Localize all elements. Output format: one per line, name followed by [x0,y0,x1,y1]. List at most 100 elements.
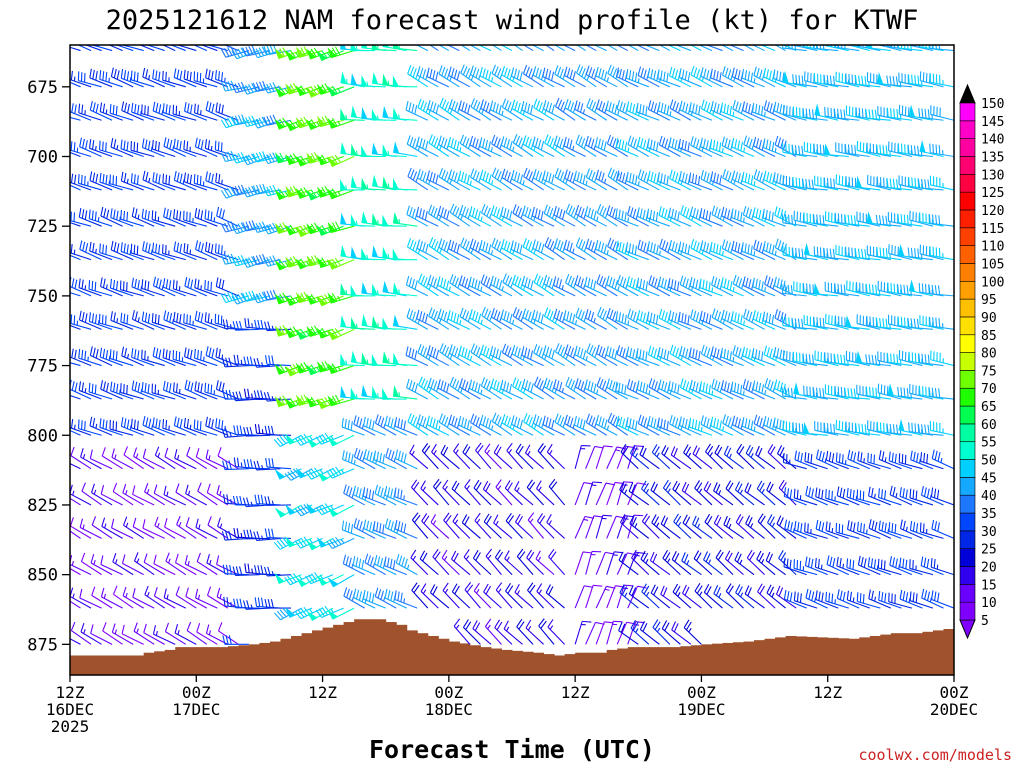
wind-barb [194,137,218,158]
barb-pennant [327,156,338,167]
barb-feather [906,214,909,225]
barb-feather [406,205,410,215]
barb-feather [300,117,306,127]
barb-feather [165,279,169,289]
barb-feather [549,207,554,218]
barb-staff [479,75,502,88]
barb-feather [925,45,927,48]
terrain-column [869,635,881,675]
barb-staff [449,107,471,121]
wind-barb [109,174,134,191]
barb-feather [137,280,140,290]
barb-feather [805,108,808,118]
barb-feather [724,137,728,148]
wind-barb [70,328,71,330]
barb-feather [614,350,618,360]
barb-feather [208,36,209,45]
wind-barb [844,143,870,158]
barb-feather [534,208,538,218]
barb-half-feather [159,39,160,44]
barb-staff [406,143,429,157]
barb-feather [681,139,684,150]
barb-feather [480,344,484,354]
terrain-column [248,644,260,675]
wind-barb [141,349,165,367]
wind-barb [99,347,123,367]
barb-feather [695,279,699,289]
barb-feather [81,312,85,322]
barb-staff [909,153,934,158]
barb-feather [218,173,221,184]
barb-staff [783,113,807,121]
barb-feather [546,309,551,319]
barb-feather [816,45,819,49]
barb-feather [210,281,213,292]
barb-feather [751,102,755,113]
barb-feather [494,66,499,76]
barb-feather [658,309,663,319]
barb-feather [250,153,257,162]
barb-feather [639,349,642,359]
barb-pennant [327,47,338,59]
wind-barb [162,278,186,297]
barb-staff [215,181,239,191]
barb-staff [732,108,755,121]
barb-feather [204,241,208,252]
barb-feather [147,45,149,46]
barb-pennant [392,352,400,365]
barb-staff [173,76,197,88]
barb-feather [178,45,181,46]
barb-staff [427,178,450,191]
barb-feather [565,203,571,213]
terrain-column [817,637,829,675]
barb-feather [621,313,625,323]
wind-barb [130,141,155,158]
barb-feather [136,175,139,185]
wind-barb [241,153,271,166]
barb-feather [151,313,154,323]
barb-pennant [306,152,316,164]
barb-staff [605,109,629,121]
barb-half-feather [235,119,239,125]
barb-staff [615,146,639,158]
wind-barb [173,138,197,158]
barb-feather [453,312,457,323]
barb-feather [441,344,447,354]
wind-barb [407,64,429,88]
barb-feather [848,247,850,257]
barb-feather [151,139,154,150]
barb-feather [629,207,634,217]
barb-feather [653,348,658,358]
barb-feather [865,354,868,364]
barb-feather [524,207,529,217]
barb-feather [897,213,900,223]
barb-feather [690,239,695,249]
barb-feather [593,210,597,220]
barb-feather [469,65,474,75]
barb-staff [70,149,92,158]
barb-staff [752,215,776,227]
wind-barb [215,172,239,191]
barb-feather [84,313,88,323]
wind-barb [856,141,881,158]
wind-barb [803,71,828,88]
barb-half-feather [637,181,640,186]
barb-feather [464,311,470,321]
barb-half-feather [753,78,756,83]
barb-feather [443,241,448,251]
barb-feather [147,210,150,221]
barb-feather [479,137,483,147]
barb-feather [470,168,475,178]
barb-feather [875,214,879,225]
barb-staff [184,110,208,121]
barb-feather [406,238,412,248]
barb-feather [430,309,436,319]
barb-feather [762,138,766,148]
barb-feather [661,310,666,320]
barb-staff [89,218,113,227]
barb-feather [788,45,790,49]
barb-feather [624,211,627,222]
barb-half-feather [387,150,390,156]
barb-feather [612,311,617,321]
barb-staff [930,152,954,158]
